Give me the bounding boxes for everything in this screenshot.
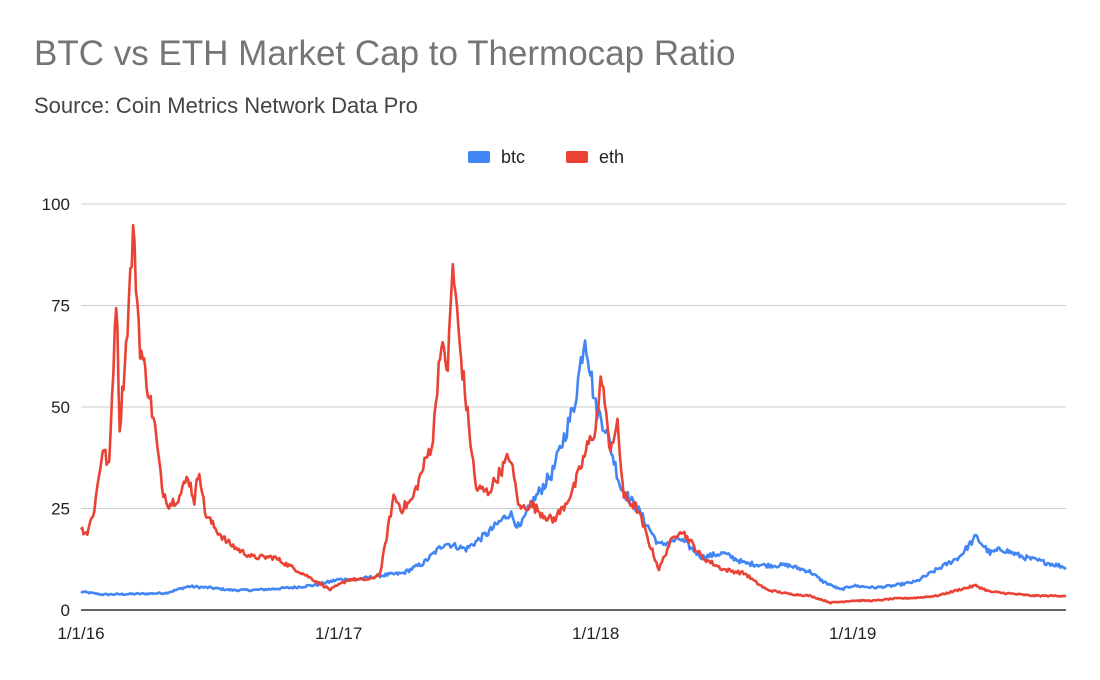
y-tick-label: 75 xyxy=(51,297,70,316)
legend-label-eth: eth xyxy=(599,147,624,167)
x-tick-label: 1/1/19 xyxy=(829,624,876,643)
legend-swatch-btc xyxy=(468,151,490,163)
y-tick-label: 50 xyxy=(51,398,70,417)
x-tick-label: 1/1/17 xyxy=(315,624,362,643)
x-tick-label: 1/1/18 xyxy=(572,624,619,643)
x-tick-label: 1/1/16 xyxy=(57,624,104,643)
series-line-eth xyxy=(79,223,1067,605)
series-line-btc xyxy=(80,339,1067,597)
y-tick-label: 100 xyxy=(42,195,70,214)
y-tick-label: 25 xyxy=(51,500,70,519)
legend-swatch-eth xyxy=(566,151,588,163)
chart-title: BTC vs ETH Market Cap to Thermocap Ratio xyxy=(34,34,736,73)
y-tick-label: 0 xyxy=(61,601,70,620)
legend-label-btc: btc xyxy=(501,147,525,167)
chart-subtitle: Source: Coin Metrics Network Data Pro xyxy=(34,93,418,118)
